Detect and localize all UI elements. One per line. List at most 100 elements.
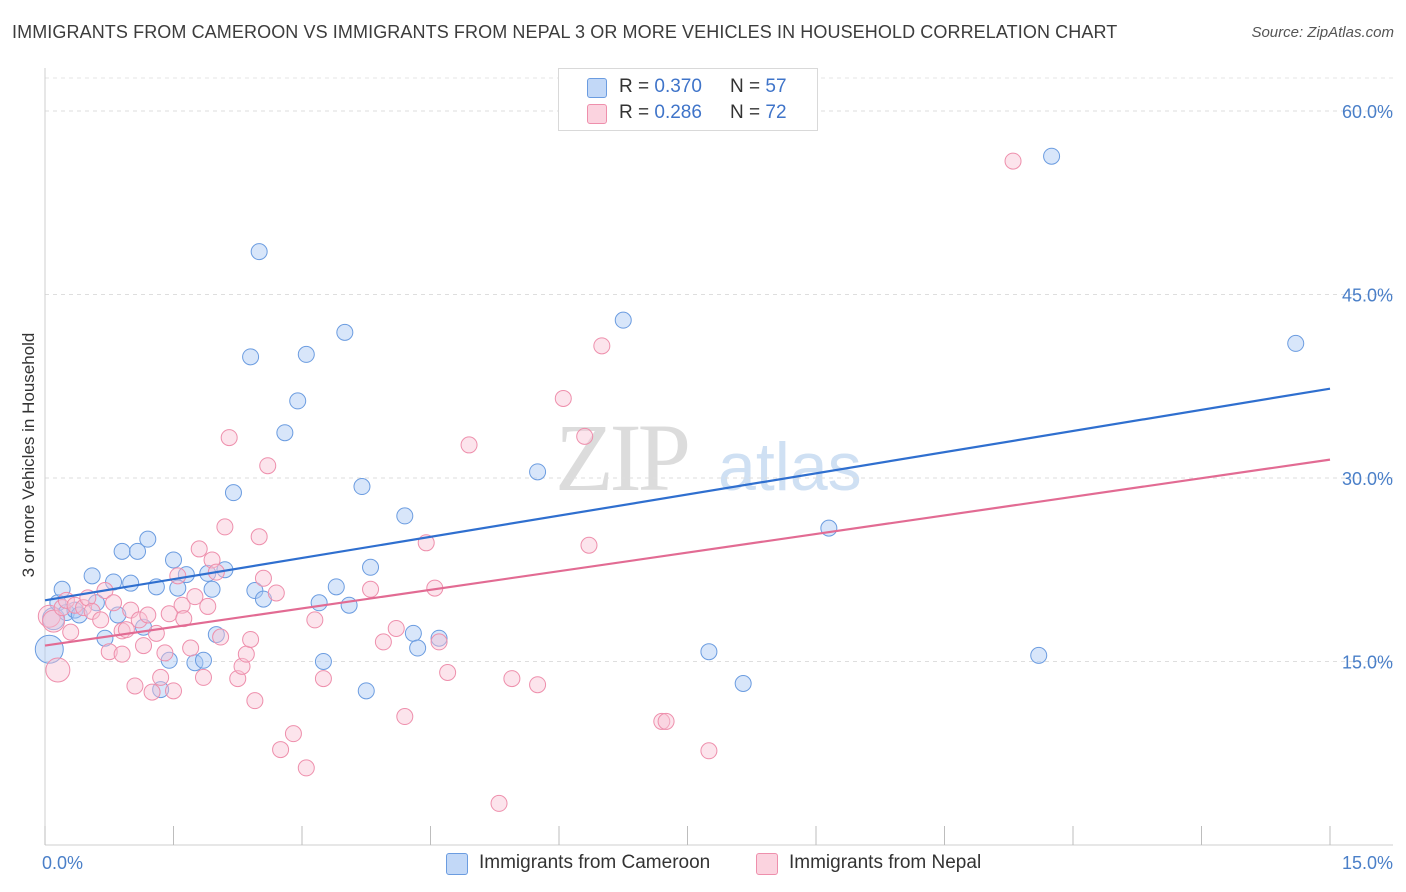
nepal-point xyxy=(139,606,157,624)
cameroon-point xyxy=(1287,334,1305,352)
legend-label-cameroon: Immigrants from Cameroon xyxy=(479,852,711,873)
nepal-point xyxy=(374,633,392,651)
legend-n-label: N = xyxy=(730,76,761,97)
legend-swatch-nepal xyxy=(756,853,778,875)
cameroon-point xyxy=(1030,646,1048,664)
nepal-point xyxy=(126,677,144,695)
cameroon-point xyxy=(404,624,422,642)
nepal-point xyxy=(267,584,285,602)
nepal-point xyxy=(220,429,238,447)
nepal-point xyxy=(657,712,675,730)
nepal-point xyxy=(169,567,187,585)
nepal-point xyxy=(460,436,478,454)
cameroon-point xyxy=(529,463,547,481)
cameroon-point xyxy=(83,567,101,585)
nepal-point xyxy=(75,599,93,617)
y-tick-label: 45.0% xyxy=(1342,285,1393,305)
data-points xyxy=(34,147,1305,812)
nepal-point xyxy=(254,569,272,587)
nepal-point xyxy=(173,596,191,614)
grid-lines xyxy=(45,77,1393,662)
cameroon-point xyxy=(357,682,375,700)
nepal-point xyxy=(430,633,448,651)
cameroon-point xyxy=(396,507,414,525)
cameroon-point xyxy=(194,651,212,669)
nepal-point xyxy=(593,337,611,355)
cameroon-point xyxy=(409,639,427,657)
nepal-point xyxy=(700,742,718,760)
nepal-point xyxy=(152,668,170,686)
legend-r-value: 0.370 xyxy=(654,76,702,97)
nepal-points xyxy=(37,152,1022,812)
nepal-point xyxy=(199,597,217,615)
x-tick-label: 0.0% xyxy=(42,853,83,873)
cameroon-point xyxy=(34,634,64,664)
nepal-point xyxy=(135,637,153,655)
x-tick-labels: 0.0% 15.0% xyxy=(42,853,1393,873)
cameroon-point xyxy=(169,579,187,597)
nepal-point xyxy=(42,609,66,633)
nepal-point xyxy=(396,708,414,726)
legend-r-label: R = xyxy=(619,76,650,97)
nepal-point xyxy=(362,580,380,598)
axes xyxy=(44,68,1393,846)
nepal-point xyxy=(45,657,71,683)
nepal-point xyxy=(143,683,161,701)
nepal-point xyxy=(237,645,255,663)
cameroon-point xyxy=(353,478,371,496)
nepal-point xyxy=(92,611,110,629)
nepal-point xyxy=(1004,152,1022,170)
nepal-point xyxy=(529,676,547,694)
cameroon-point xyxy=(203,580,221,598)
nepal-point xyxy=(212,628,230,646)
nepal-point xyxy=(194,668,212,686)
cameroon-point xyxy=(310,594,328,612)
cameroon-point xyxy=(122,574,140,592)
legend-n-value: 57 xyxy=(765,76,787,97)
nepal-point xyxy=(190,540,208,558)
cameroon-point xyxy=(340,596,358,614)
watermark: ZIP atlas xyxy=(555,404,862,511)
nepal-point xyxy=(306,611,324,629)
y-tick-label: 15.0% xyxy=(1342,652,1393,672)
nepal-point xyxy=(122,601,140,619)
cameroon-point xyxy=(297,345,315,363)
cameroon-point xyxy=(87,594,105,612)
nepal-point xyxy=(503,670,521,688)
nepal-point xyxy=(246,692,264,710)
x-tick-label: 15.0% xyxy=(1342,853,1393,873)
nepal-point xyxy=(105,594,123,612)
nepal-point xyxy=(83,602,101,620)
legend-swatch-cameroon xyxy=(587,78,607,98)
nepal-point xyxy=(554,389,572,407)
cameroon-point xyxy=(113,542,131,560)
cameroon-point xyxy=(327,578,345,596)
nepal-point xyxy=(100,643,118,661)
nepal-point xyxy=(156,644,174,662)
y-axis-label: 3 or more Vehicles in Household xyxy=(19,333,38,578)
nepal-point xyxy=(186,588,204,606)
nepal-point xyxy=(242,630,260,648)
nepal-point xyxy=(113,645,131,663)
cameroon-point xyxy=(276,424,294,442)
legend-swatch-cameroon xyxy=(446,853,468,875)
cameroon-point xyxy=(1043,147,1061,165)
nepal-point xyxy=(314,670,332,688)
nepal-point xyxy=(250,528,268,546)
legend-swatch-nepal xyxy=(587,104,607,124)
source-credit: Source: ZipAtlas.com xyxy=(1251,24,1394,41)
y-tick-labels: 15.0% 30.0% 45.0% 60.0% xyxy=(1342,102,1393,673)
nepal-point xyxy=(439,663,457,681)
cameroon-point xyxy=(246,582,264,600)
y-tick-label: 30.0% xyxy=(1342,469,1393,489)
trend-lines xyxy=(44,387,1331,647)
cameroon-point xyxy=(289,392,307,410)
nepal-point xyxy=(165,682,182,700)
nepal-point xyxy=(490,794,508,812)
nepal-point xyxy=(272,741,290,759)
legend-r-value: 0.286 xyxy=(654,102,702,123)
nepal-point xyxy=(62,623,80,641)
cameroon-trend-line xyxy=(44,387,1331,602)
nepal-trend-line xyxy=(44,458,1331,647)
nepal-point xyxy=(297,759,315,777)
